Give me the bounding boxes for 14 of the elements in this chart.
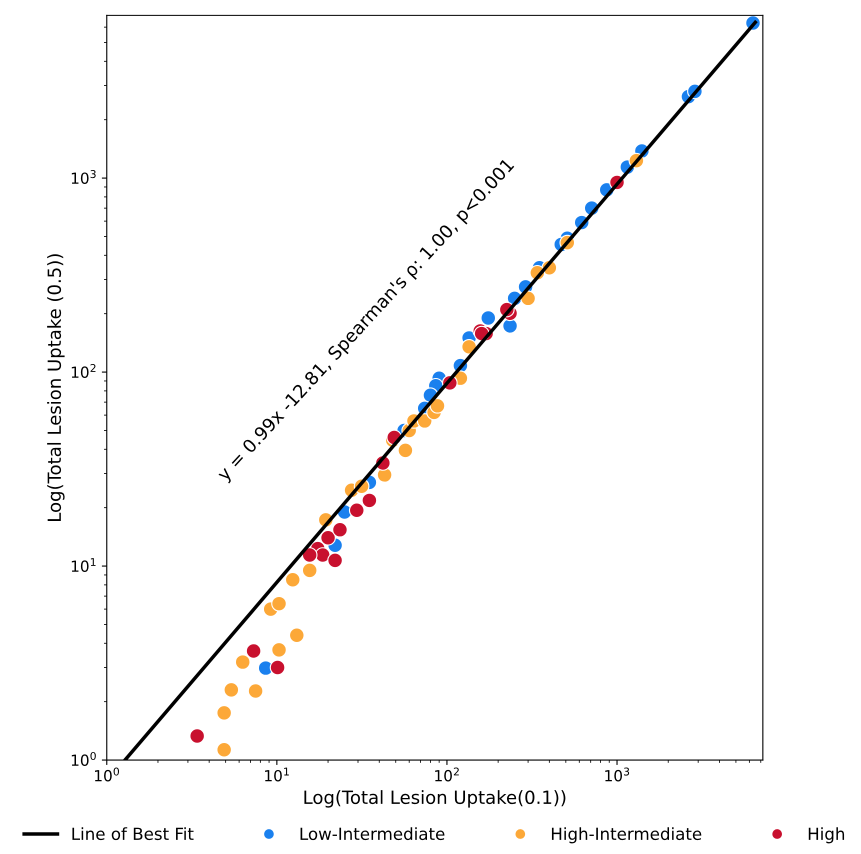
x-tick-label: 10$^{3}$: [605, 767, 630, 782]
y-tick-label: 10$^{3}$: [72, 170, 96, 184]
x-tick-label: 10$^{1}$: [265, 768, 289, 782]
x-tick-label: 10$^{2}$: [435, 767, 459, 782]
x-axis-title: Log(Total Lesion Uptake(0.1)): [304, 790, 566, 808]
y-tick-label: 10$^{2}$: [72, 364, 96, 378]
x-tick-label: 10$^{0}$: [95, 767, 119, 782]
legend-label: Low-Intermediate: [300, 827, 444, 840]
y-tick-label: 10$^{0}$: [72, 752, 96, 766]
y-tick-label: 10$^{1}$: [72, 558, 96, 572]
legend-label: Line of Best Fit: [72, 827, 194, 840]
y-axis-title: Log(Total Lesion Uptake (0.5)): [47, 254, 65, 521]
legend-label: High: [808, 827, 844, 844]
legend-label: High-Intermediate: [552, 827, 702, 844]
